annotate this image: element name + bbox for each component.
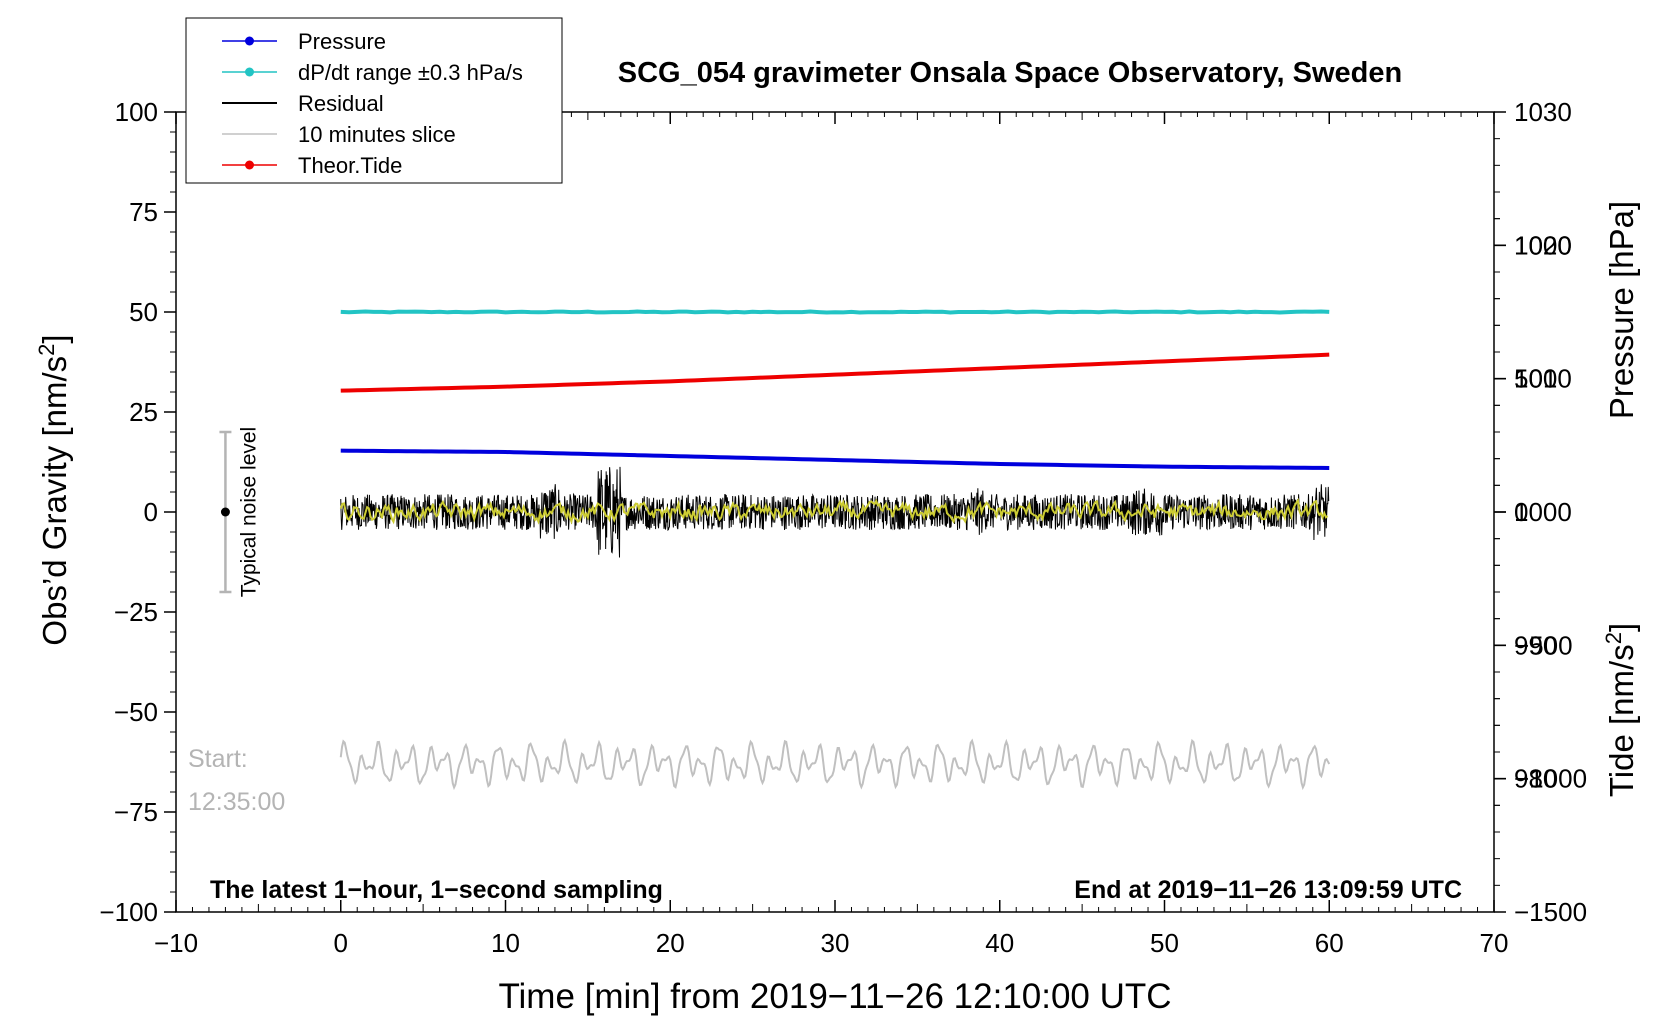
series-residual-smoothed — [339, 497, 1329, 525]
tide-tick-label: −500 — [1514, 630, 1573, 660]
y-tick-label: −100 — [99, 897, 158, 927]
series-residual — [340, 466, 1330, 558]
x-tick-label: 20 — [656, 928, 685, 958]
x-tick-label: 60 — [1315, 928, 1344, 958]
y-axis-label-tide: Tide [nm/s2] — [1601, 623, 1641, 797]
tide-tick-label: 0 — [1514, 497, 1528, 527]
legend-marker-pressure — [245, 36, 254, 46]
y-axis-label-left: Obs’d Gravity [nm/s2] — [34, 334, 74, 645]
pressure-tick-label: 980 — [1514, 764, 1557, 794]
series-10min-slice — [339, 737, 1331, 791]
legend-marker-theor-tide — [245, 160, 254, 170]
x-tick-label: 50 — [1150, 928, 1179, 958]
pressure-tick-label: 1010 — [1514, 364, 1572, 394]
y-tick-label: 0 — [144, 497, 158, 527]
pressure-tick-label: 990 — [1514, 630, 1557, 660]
y-tick-label: −50 — [114, 697, 158, 727]
series-dpdt — [340, 309, 1330, 315]
chart-title: SCG_054 gravimeter Onsala Space Observat… — [618, 57, 1402, 89]
end-time-note: End at 2019−11−26 13:09:59 UTC — [1074, 876, 1462, 904]
x-tick-label: −10 — [154, 928, 198, 958]
x-tick-label: 70 — [1480, 928, 1509, 958]
series-layer — [339, 309, 1331, 791]
tide-tick-label: 500 — [1514, 364, 1557, 394]
legend-label-theor-tide: Theor.Tide — [298, 153, 402, 178]
legend: Pressure dP/dt range ±0.3 hPa/s Residual 10… — [185, 17, 563, 184]
series-theor-tide — [340, 352, 1330, 393]
pressure-tick-label: 1030 — [1514, 97, 1572, 127]
tide-tick-label: 1000 — [1514, 230, 1572, 260]
sampling-note: The latest 1−hour, 1−second sampling — [210, 876, 663, 904]
y-axis-label-pressure: Pressure [hPa] — [1603, 201, 1640, 419]
y-tick-label: 50 — [129, 297, 158, 327]
start-time: 12:35:00 — [188, 788, 285, 816]
x-axis-label: Time [min] from 2019−11−26 12:10:00 UTC — [498, 977, 1171, 1016]
y-tick-label: 100 — [115, 97, 158, 127]
pressure-tick-label: 1000 — [1514, 497, 1572, 527]
legend-box — [185, 17, 563, 184]
noise-bar-center — [220, 507, 230, 517]
legend-label-dp-dt-range-0-3-hpa-s: dP/dt range ±0.3 hPa/s — [298, 60, 523, 85]
noise-level-indicator — [219, 430, 232, 594]
y-tick-label: 25 — [129, 397, 158, 427]
series-pressure — [340, 448, 1330, 470]
legend-label-pressure: Pressure — [298, 29, 386, 54]
y-tick-label: −75 — [114, 797, 158, 827]
x-tick-label: 0 — [334, 928, 348, 958]
y-tick-label: 75 — [129, 197, 158, 227]
noise-level-label: Typical noise level — [237, 427, 260, 597]
legend-label-10-minutes-slice: 10 minutes slice — [298, 122, 456, 147]
x-tick-label: 40 — [985, 928, 1014, 958]
axis-ticks: −10 0 10 20 30 40 50 60 701007550250−25−50−75−10… — [99, 97, 1587, 958]
y-tick-label: −25 — [114, 597, 158, 627]
x-tick-label: 30 — [821, 928, 850, 958]
legend-items: Pressure dP/dt range ±0.3 hPa/s Residual 10… — [222, 29, 523, 178]
pressure-tick-label: 1020 — [1514, 230, 1572, 260]
tide-tick-label: −1000 — [1514, 764, 1587, 794]
x-tick-label: 10 — [491, 928, 520, 958]
legend-marker-dp-dt-range-0-3-hpa-s — [245, 67, 254, 77]
tide-tick-label: −1500 — [1514, 897, 1587, 927]
start-label: Start: — [188, 745, 248, 773]
legend-label-residual: Residual — [298, 91, 384, 116]
